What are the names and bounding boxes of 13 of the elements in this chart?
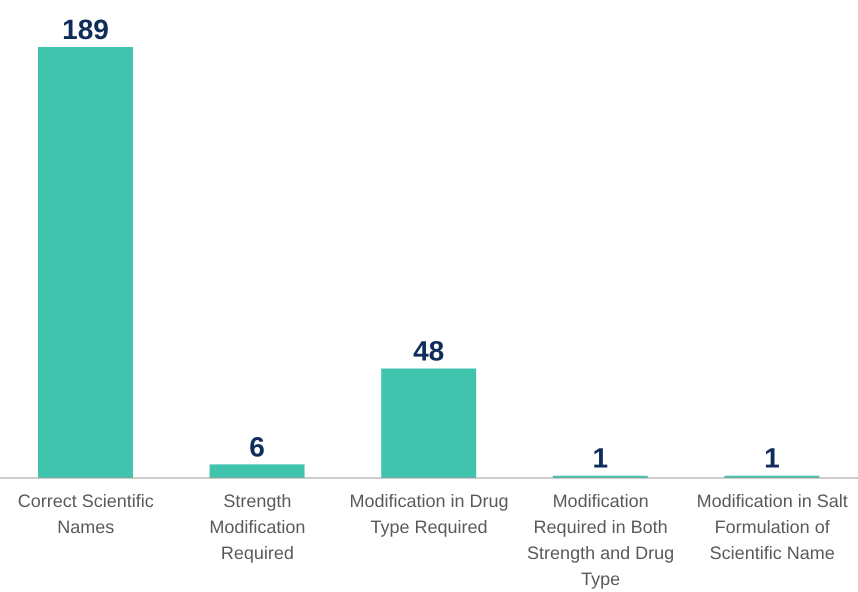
x-tick-label: Modification in Salt Formulation of Scientific Name — [696, 490, 848, 563]
bar — [381, 368, 476, 478]
data-label: 1 — [592, 442, 608, 474]
data-label: 6 — [249, 431, 265, 462]
x-tick-label: Strength Modification Required — [209, 490, 306, 563]
x-tick-label: Correct Scientific Names — [18, 490, 154, 537]
data-label: 48 — [413, 336, 444, 367]
bar — [210, 464, 305, 478]
x-tick-label: Modification Required in Both Strength and Drug Type — [527, 490, 674, 589]
data-label: 189 — [62, 14, 109, 45]
x-tick-label: Modification in Drug Type Required — [349, 490, 509, 537]
bar — [38, 47, 133, 478]
data-label: 1 — [764, 442, 780, 474]
